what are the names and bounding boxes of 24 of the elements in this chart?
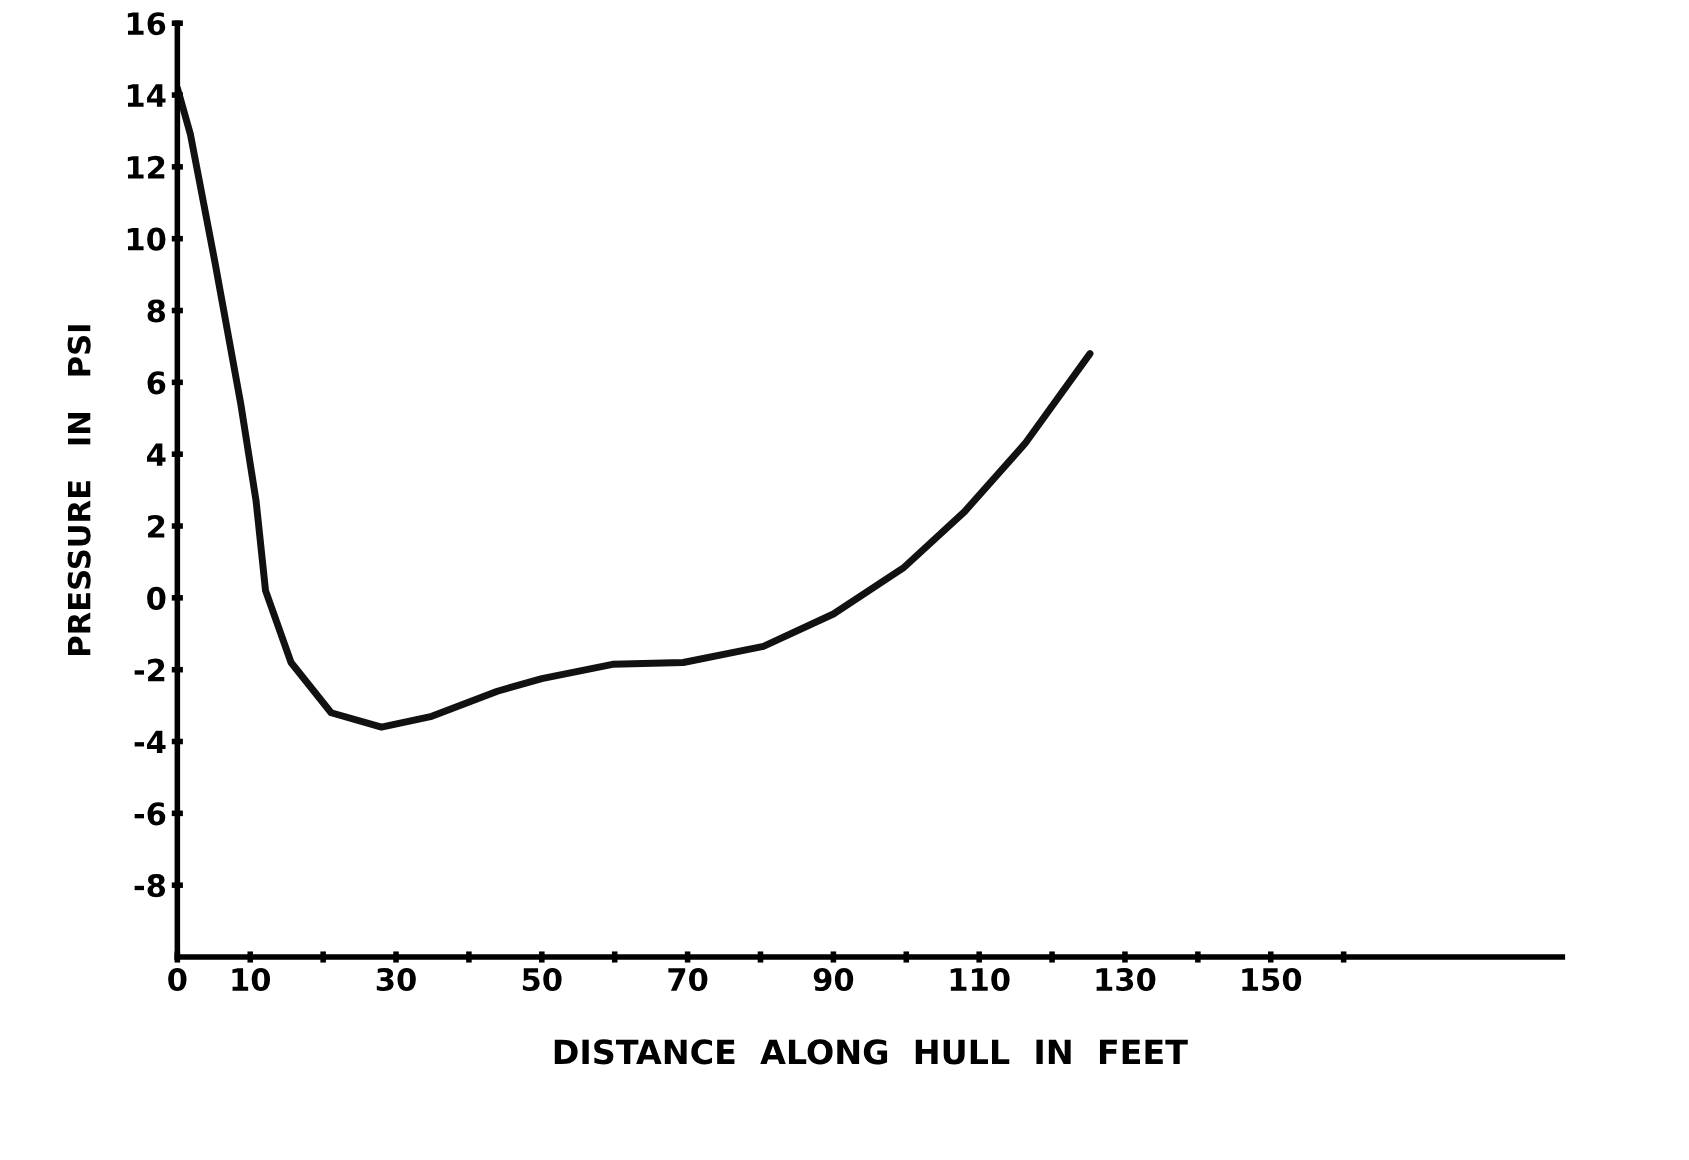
x-tick-label: 130 [1096, 967, 1156, 992]
y-tick-label: -6 [134, 802, 166, 826]
y-tick-label: 16 [127, 12, 166, 36]
y-tick-label: 0 [147, 586, 166, 610]
x-tick-label: 30 [376, 967, 416, 992]
x-tick-label: 0 [168, 967, 187, 992]
y-axis-title: PRESSURE IN PSI [67, 325, 91, 655]
y-tick-label: 8 [147, 299, 166, 323]
x-tick-label: 10 [232, 967, 271, 992]
y-tick-label: 4 [147, 443, 166, 466]
x-tick-label: 110 [950, 967, 1010, 992]
y-tick-label: -4 [134, 730, 166, 754]
x-tick-label: 150 [1242, 967, 1302, 992]
y-tick-label: -2 [134, 658, 165, 682]
x-tick-label: 70 [668, 967, 708, 992]
x-axis-title: DISTANCE ALONG HULL IN FEET [554, 1039, 1188, 1065]
y-tick-label: 2 [148, 514, 165, 538]
y-tick-label: 10 [127, 227, 166, 251]
y-tick-label: -8 [134, 874, 166, 898]
y-tick-label: 14 [127, 84, 166, 107]
y-tick-label: 6 [147, 371, 166, 395]
x-tick-label: 90 [813, 967, 854, 992]
x-tick-label: 50 [522, 967, 562, 992]
y-tick-label: 12 [127, 155, 165, 179]
